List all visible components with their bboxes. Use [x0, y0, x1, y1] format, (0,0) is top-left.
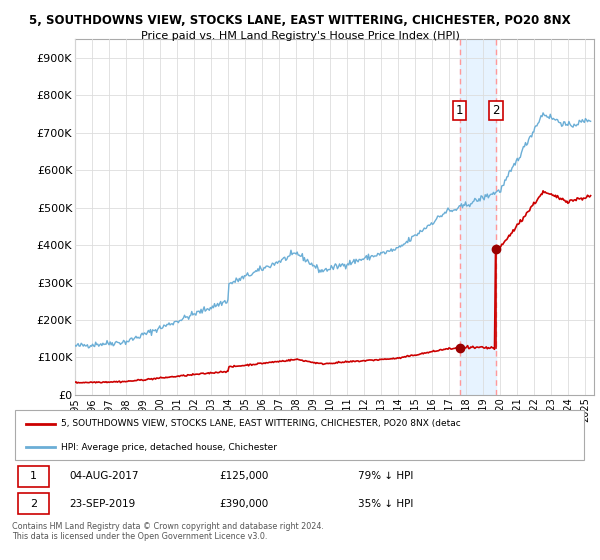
Text: 35% ↓ HPI: 35% ↓ HPI [358, 499, 413, 508]
Text: 2: 2 [492, 104, 500, 117]
FancyBboxPatch shape [18, 493, 49, 514]
Text: £125,000: £125,000 [220, 472, 269, 481]
Text: 04-AUG-2017: 04-AUG-2017 [70, 472, 139, 481]
Text: 2: 2 [30, 499, 37, 508]
Bar [460, 39, 496, 395]
Text: 1: 1 [456, 104, 463, 117]
FancyBboxPatch shape [15, 410, 584, 460]
Text: 5, SOUTHDOWNS VIEW, STOCKS LANE, EAST WITTERING, CHICHESTER, PO20 8NX: 5, SOUTHDOWNS VIEW, STOCKS LANE, EAST WI… [29, 14, 571, 27]
Text: Price paid vs. HM Land Registry's House Price Index (HPI): Price paid vs. HM Land Registry's House … [140, 31, 460, 41]
Text: 79% ↓ HPI: 79% ↓ HPI [358, 472, 413, 481]
FancyBboxPatch shape [18, 466, 49, 487]
Text: 23-SEP-2019: 23-SEP-2019 [70, 499, 136, 508]
Text: £390,000: £390,000 [220, 499, 269, 508]
Text: Contains HM Land Registry data © Crown copyright and database right 2024.
This d: Contains HM Land Registry data © Crown c… [12, 522, 324, 542]
Text: 5, SOUTHDOWNS VIEW, STOCKS LANE, EAST WITTERING, CHICHESTER, PO20 8NX (detac: 5, SOUTHDOWNS VIEW, STOCKS LANE, EAST WI… [61, 419, 461, 428]
Text: HPI: Average price, detached house, Chichester: HPI: Average price, detached house, Chic… [61, 442, 277, 451]
Text: 1: 1 [30, 472, 37, 481]
